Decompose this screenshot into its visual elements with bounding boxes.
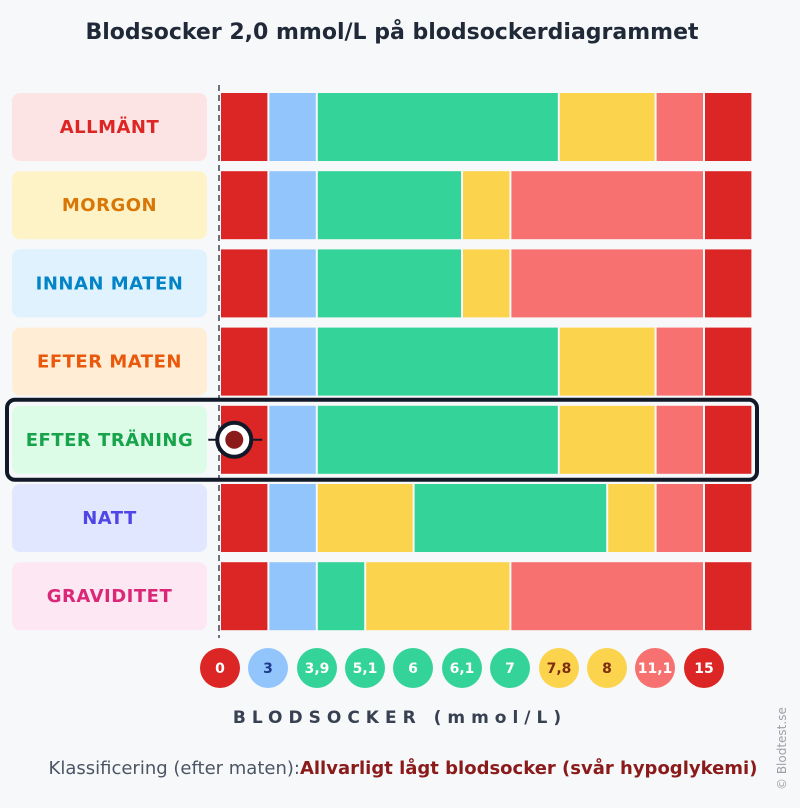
segment-morgon-0: [221, 171, 268, 240]
tick-label-3: 5,1: [353, 661, 378, 677]
tick-label-0: 0: [215, 661, 225, 677]
tick-label-1: 3: [263, 661, 273, 677]
segment-natt-0: [221, 484, 268, 552]
segment-efter-träning-1: [269, 405, 316, 474]
tick-badge-2: [297, 648, 337, 688]
tick-badge-3: [345, 648, 385, 688]
segment-innan-maten-3: [463, 249, 510, 318]
row-label-efter-träning: EFTER TRÄNING: [26, 429, 193, 451]
row-label-bg-efter-maten: [12, 327, 207, 396]
segment-efter-maten-4: [656, 327, 703, 396]
segment-morgon-1: [269, 171, 316, 240]
segment-morgon-2: [317, 171, 461, 240]
tick-label-7: 7,8: [547, 661, 572, 677]
tick-label-2: 3,9: [305, 661, 330, 677]
segment-efter-maten-1: [269, 327, 316, 396]
tick-badge-4: [393, 648, 433, 688]
row-label-efter-maten: EFTER MATEN: [37, 352, 182, 373]
segment-graviditet-0: [221, 562, 268, 631]
segment-efter-maten-5: [705, 327, 752, 396]
row-label-graviditet: GRAVIDITET: [47, 586, 173, 607]
row-label-bg-innan-maten: [12, 249, 207, 318]
segment-allmänt-2: [317, 93, 558, 161]
row-label-bg-graviditet: [12, 562, 207, 631]
segment-innan-maten-0: [221, 249, 268, 318]
row-label-allmänt: ALLMÄNT: [60, 116, 160, 138]
segment-natt-6: [705, 484, 752, 552]
segment-efter-maten-3: [559, 327, 655, 396]
tick-badge-6: [490, 648, 530, 688]
segment-allmänt-4: [656, 93, 703, 161]
tick-label-4: 6: [408, 661, 418, 677]
segment-natt-3: [414, 484, 607, 552]
segment-efter-maten-0: [221, 327, 268, 396]
marker-dot: [225, 430, 244, 449]
segment-efter-maten-2: [317, 327, 558, 396]
tick-badge-9: [635, 648, 675, 688]
tick-label-8: 8: [602, 661, 612, 677]
credit-text: © Blodtest.se: [775, 707, 789, 790]
row-label-bg-morgon: [12, 171, 207, 240]
segment-innan-maten-5: [705, 249, 752, 318]
tick-badge-5: [442, 648, 482, 688]
segment-allmänt-3: [559, 93, 655, 161]
row-label-bg-allmänt: [12, 93, 207, 161]
row-label-innan-maten: INNAN MATEN: [36, 273, 184, 294]
row-label-natt: NATT: [82, 508, 137, 529]
classification-value: Allvarligt lågt blodsocker (svår hypogly…: [299, 758, 758, 779]
chart-title: Blodsocker 2,0 mmol/L på blodsockerdiagr…: [85, 20, 699, 45]
tick-badge-10: [684, 648, 724, 688]
tick-label-9: 11,1: [638, 661, 673, 677]
classification-label: Klassificering (efter maten):: [48, 758, 300, 779]
tick-badge-8: [587, 648, 627, 688]
segment-innan-maten-2: [317, 249, 461, 318]
segment-natt-4: [608, 484, 655, 552]
tick-label-5: 6,1: [450, 661, 475, 677]
segment-natt-5: [656, 484, 703, 552]
row-label-bg-efter-träning: [12, 405, 207, 474]
segment-innan-maten-1: [269, 249, 316, 318]
segment-morgon-3: [463, 171, 510, 240]
segment-morgon-5: [705, 171, 752, 240]
segment-natt-1: [269, 484, 316, 552]
segment-efter-träning-2: [317, 405, 558, 474]
x-axis-label: BLODSOCKER (mmol/L): [232, 708, 568, 728]
tick-badge-0: [200, 648, 240, 688]
segment-graviditet-3: [366, 562, 510, 631]
segment-natt-2: [317, 484, 413, 552]
segment-allmänt-5: [705, 93, 752, 161]
segment-efter-träning-5: [705, 405, 752, 474]
row-label-morgon: MORGON: [62, 195, 157, 216]
classification-line: Klassificering (efter maten):Allvarligt …: [0, 758, 800, 779]
segment-morgon-4: [511, 171, 703, 240]
segment-innan-maten-4: [511, 249, 703, 318]
segment-allmänt-1: [269, 93, 316, 161]
segment-allmänt-0: [221, 93, 268, 161]
row-label-bg-natt: [12, 484, 207, 552]
tick-label-6: 7: [505, 661, 515, 677]
segment-graviditet-1: [269, 562, 316, 631]
segment-efter-träning-4: [656, 405, 703, 474]
tick-badge-7: [539, 648, 579, 688]
tick-badge-1: [248, 648, 288, 688]
segment-graviditet-5: [705, 562, 752, 631]
selected-row-frame: [5, 397, 759, 482]
segment-efter-träning-3: [559, 405, 655, 474]
segment-graviditet-2: [317, 562, 365, 631]
segment-graviditet-4: [511, 562, 703, 631]
tick-label-10: 15: [694, 661, 713, 677]
